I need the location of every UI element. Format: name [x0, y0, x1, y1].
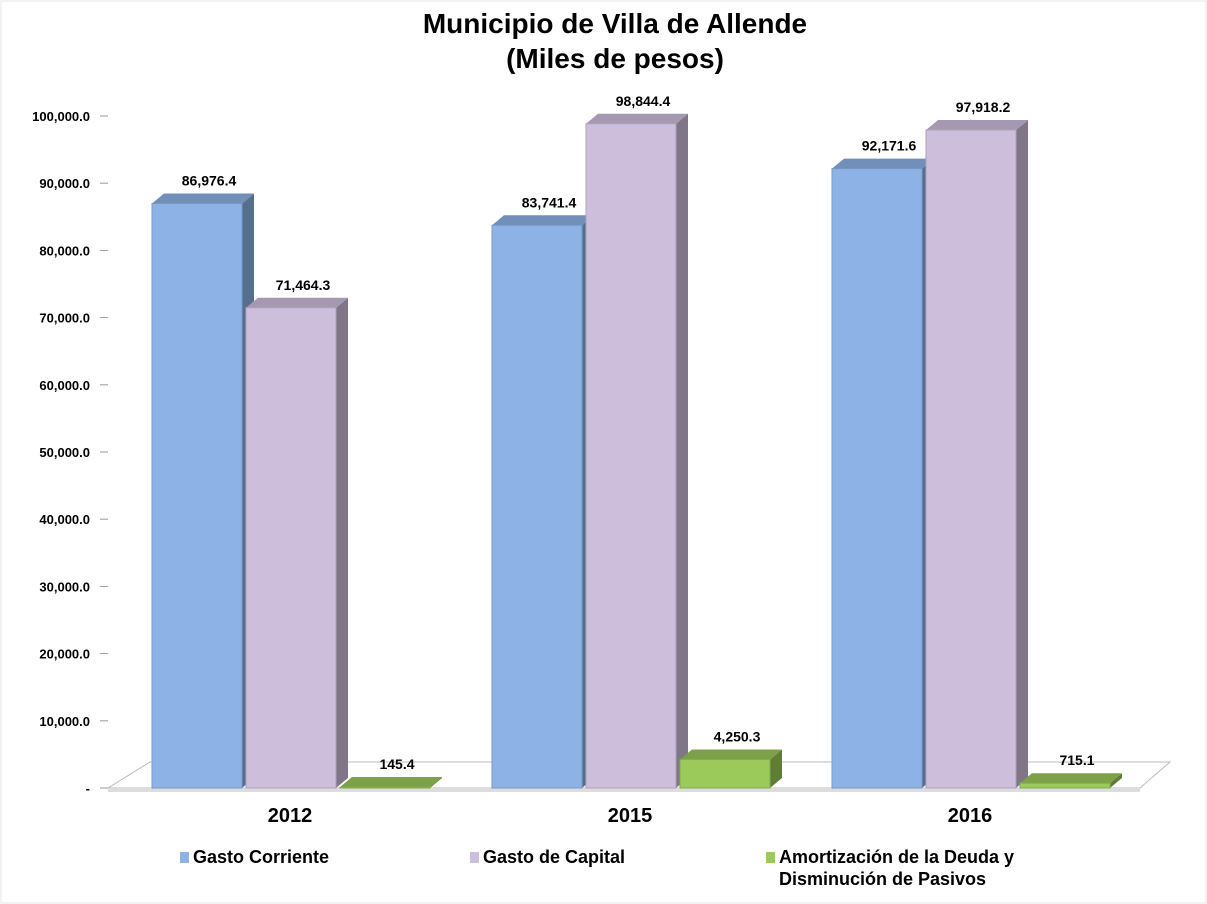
- y-tick-label: 100,000.0: [32, 109, 90, 124]
- value-label: 145.4: [379, 756, 414, 772]
- bar-front: [339, 786, 431, 789]
- bar-top: [586, 113, 688, 124]
- y-tick-label: -: [86, 781, 90, 796]
- y-tick-label: 60,000.0: [39, 378, 90, 393]
- bar-top: [832, 158, 934, 169]
- bar-front: [491, 224, 583, 789]
- value-label: 97,918.2: [956, 99, 1011, 115]
- legend-item: Gasto de Capital: [470, 846, 750, 868]
- value-label: 92,171.6: [862, 138, 917, 154]
- bar-front: [831, 168, 923, 789]
- legend-label: Amortización de la Deuda y Disminución d…: [779, 847, 1015, 889]
- bar-side: [430, 777, 442, 788]
- chart-subtitle: (Miles de pesos): [506, 43, 724, 74]
- legend-swatch: [766, 852, 775, 863]
- legend-item: Amortización de la Deuda y Disminución d…: [766, 846, 1096, 890]
- y-tick-label: 50,000.0: [39, 445, 90, 460]
- bar: [339, 777, 442, 789]
- legend-item: Gasto Corriente: [180, 846, 460, 868]
- bar-front: [151, 203, 243, 789]
- bar-front: [925, 129, 1017, 789]
- bar: [245, 297, 348, 789]
- y-tick-label: 10,000.0: [39, 714, 90, 729]
- bar-top: [492, 215, 594, 226]
- y-tick-label: 20,000.0: [39, 647, 90, 662]
- value-label: 83,741.4: [522, 194, 577, 210]
- bar-front: [245, 307, 337, 789]
- y-tick-label: 70,000.0: [39, 311, 90, 326]
- bar-front: [1019, 782, 1111, 789]
- bar: [491, 215, 594, 789]
- value-label: 71,464.3: [276, 277, 331, 293]
- bar-side: [336, 297, 348, 788]
- chart-title: Municipio de Villa de Allende: [423, 8, 807, 39]
- x-tick-label: 2015: [608, 805, 653, 827]
- legend-label: Gasto Corriente: [193, 847, 330, 867]
- bar-front: [585, 123, 677, 789]
- y-tick-label: 90,000.0: [39, 176, 90, 191]
- x-tick-label: 2012: [268, 805, 313, 827]
- bar-top: [680, 749, 782, 760]
- bar: [1019, 773, 1122, 789]
- bar: [925, 119, 1028, 789]
- bar: [151, 193, 254, 789]
- bar: [585, 113, 688, 789]
- y-tick-label: 40,000.0: [39, 512, 90, 527]
- bar-front: [679, 758, 771, 789]
- bar-top: [246, 297, 348, 308]
- bar-top: [926, 119, 1028, 130]
- value-label: 86,976.4: [182, 173, 237, 189]
- bar-top: [340, 777, 442, 788]
- bar-top: [152, 193, 254, 204]
- bar-side: [676, 113, 688, 789]
- bar-side: [1016, 119, 1028, 789]
- y-tick-label: 80,000.0: [39, 243, 90, 258]
- bar: [679, 749, 782, 789]
- bar-top: [1020, 773, 1122, 784]
- bar: [831, 158, 934, 789]
- bar-side: [770, 749, 782, 788]
- legend-swatch: [470, 852, 479, 863]
- legend-swatch: [180, 852, 189, 863]
- value-label: 4,250.3: [714, 728, 761, 744]
- y-tick-label: 30,000.0: [39, 579, 90, 594]
- x-tick-label: 2016: [948, 805, 993, 827]
- bar-side: [1110, 773, 1122, 788]
- legend-label: Gasto de Capital: [483, 847, 626, 867]
- value-label: 715.1: [1059, 752, 1094, 768]
- floor-edge: [108, 788, 1140, 792]
- value-label: 98,844.4: [616, 93, 671, 109]
